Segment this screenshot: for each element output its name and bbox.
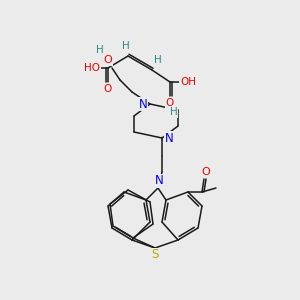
Text: O: O bbox=[166, 98, 174, 108]
Text: H: H bbox=[96, 45, 104, 55]
Text: O: O bbox=[104, 84, 112, 94]
Text: O: O bbox=[202, 167, 210, 177]
Text: N: N bbox=[139, 98, 147, 110]
Text: HO: HO bbox=[84, 63, 100, 73]
Text: N: N bbox=[154, 175, 164, 188]
Text: OH: OH bbox=[180, 77, 196, 87]
Text: H: H bbox=[122, 41, 130, 51]
Text: H: H bbox=[154, 55, 162, 65]
Text: S: S bbox=[151, 248, 159, 262]
Text: N: N bbox=[165, 131, 173, 145]
Text: O: O bbox=[103, 55, 112, 65]
Text: H: H bbox=[170, 107, 178, 117]
